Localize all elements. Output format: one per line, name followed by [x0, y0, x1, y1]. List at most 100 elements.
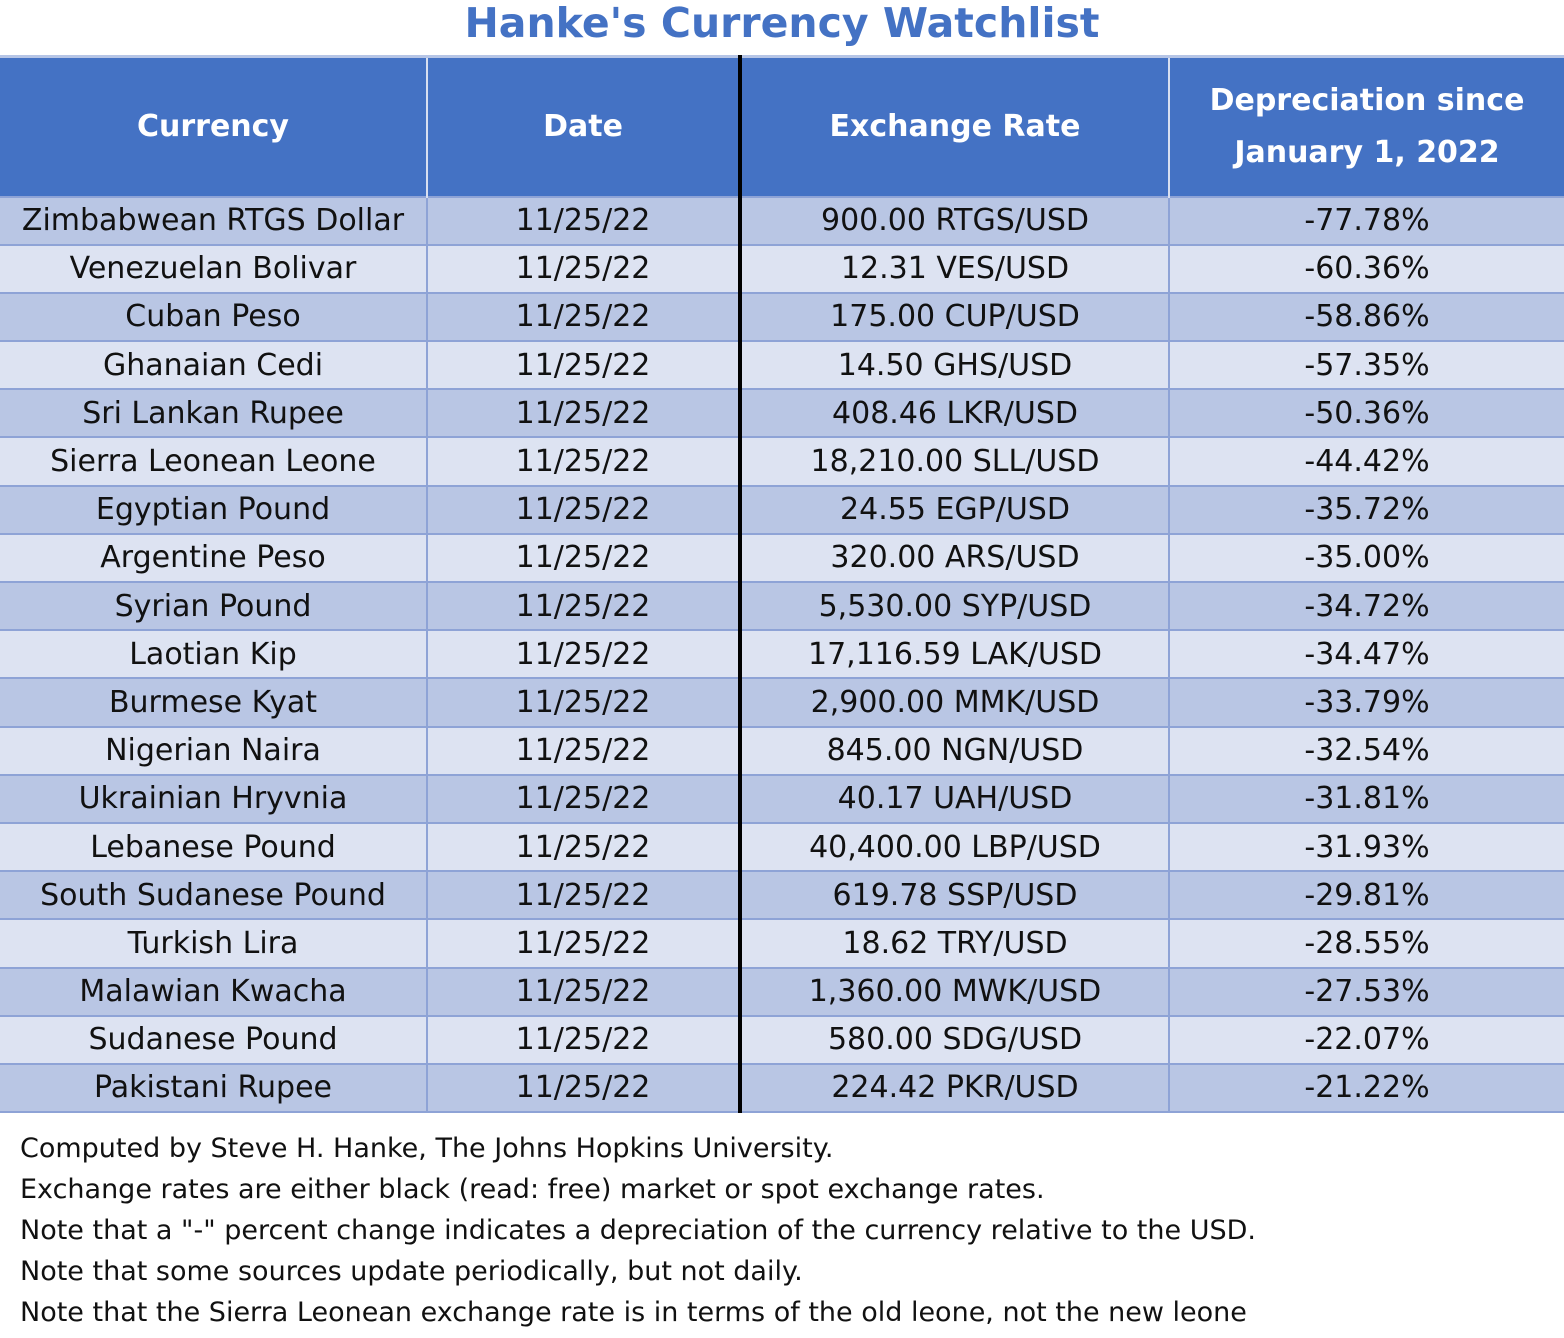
table-row: Pakistani Rupee 11/25/22 224.42 PKR/USD -21…: [0, 1062, 1564, 1114]
cell-exchange-rate: 900.00 RTGS/USD: [738, 195, 1169, 245]
cell-date: 11/25/22: [426, 340, 740, 390]
cell-date: 11/25/22: [426, 725, 740, 775]
cell-exchange-rate: 18.62 TRY/USD: [738, 918, 1169, 968]
cell-exchange-rate: 24.55 EGP/USD: [738, 484, 1169, 534]
table-row: Sudanese Pound 11/25/22 580.00 SDG/USD -22.…: [0, 1014, 1564, 1064]
table-row: Venezuelan Bolivar 11/25/22 12.31 VES/USD -…: [0, 243, 1564, 293]
cell-currency: Pakistani Rupee: [0, 1062, 427, 1114]
cell-depreciation: -32.54%: [1168, 725, 1564, 775]
cell-exchange-rate: 224.42 PKR/USD: [738, 1062, 1169, 1114]
table-row: Argentine Peso 11/25/22 320.00 ARS/USD -35.…: [0, 532, 1564, 582]
cell-exchange-rate: 17,116.59 LAK/USD: [738, 629, 1169, 679]
cell-depreciation: -22.07%: [1168, 1014, 1564, 1064]
column-header-depreciation-line1: Depreciation since: [1209, 82, 1525, 118]
cell-exchange-rate: 1,360.00 MWK/USD: [738, 966, 1169, 1016]
cell-exchange-rate: 18,210.00 SLL/USD: [738, 436, 1169, 486]
cell-depreciation: -57.35%: [1168, 340, 1564, 390]
cell-depreciation: -44.42%: [1168, 436, 1564, 486]
cell-exchange-rate: 580.00 SDG/USD: [738, 1014, 1169, 1064]
cell-exchange-rate: 175.00 CUP/USD: [738, 291, 1169, 342]
footnote-line: Note that a "-" percent change indicates…: [20, 1215, 1256, 1246]
cell-currency: Syrian Pound: [0, 580, 427, 631]
cell-currency: Ukrainian Hryvnia: [0, 773, 427, 823]
cell-depreciation: -35.72%: [1168, 484, 1564, 534]
table-row: Laotian Kip 11/25/22 17,116.59 LAK/USD -34.…: [0, 629, 1564, 679]
cell-depreciation: -50.36%: [1168, 388, 1564, 438]
cell-depreciation: -34.72%: [1168, 580, 1564, 631]
cell-depreciation: -58.86%: [1168, 291, 1564, 342]
cell-exchange-rate: 2,900.00 MMK/USD: [738, 677, 1169, 727]
table-row: Egyptian Pound 11/25/22 24.55 EGP/USD -35.7…: [0, 484, 1564, 534]
table-row: Ghanaian Cedi 11/25/22 14.50 GHS/USD -57.35…: [0, 340, 1564, 390]
cell-date: 11/25/22: [426, 484, 740, 534]
table-row: Turkish Lira 11/25/22 18.62 TRY/USD -28.55%: [0, 918, 1564, 968]
cell-depreciation: -29.81%: [1168, 870, 1564, 920]
column-header-currency: Currency: [0, 55, 427, 197]
footnotes: Computed by Steve H. Hanke, The Johns Ho…: [20, 1128, 1550, 1333]
cell-exchange-rate: 40.17 UAH/USD: [738, 773, 1169, 823]
cell-depreciation: -34.47%: [1168, 629, 1564, 679]
cell-currency: Laotian Kip: [0, 629, 427, 679]
cell-date: 11/25/22: [426, 1062, 740, 1114]
cell-currency: Burmese Kyat: [0, 677, 427, 727]
footnote-line: Computed by Steve H. Hanke, The Johns Ho…: [20, 1133, 834, 1164]
cell-currency: Cuban Peso: [0, 291, 427, 342]
table-body: Zimbabwean RTGS Dollar 11/25/22 900.00 RTG…: [0, 195, 1564, 1114]
cell-currency: Sierra Leonean Leone: [0, 436, 427, 486]
currency-table: Currency Date Exchange Rate Depreciation…: [0, 55, 1564, 1114]
cell-currency: Egyptian Pound: [0, 484, 427, 534]
cell-date: 11/25/22: [426, 918, 740, 968]
table-row: South Sudanese Pound 11/25/22 619.78 SSP/U…: [0, 870, 1564, 920]
footnote-line: Note that the Sierra Leonean exchange ra…: [20, 1297, 1247, 1328]
table-row: Ukrainian Hryvnia 11/25/22 40.17 UAH/USD -3…: [0, 773, 1564, 823]
table-row: Nigerian Naira 11/25/22 845.00 NGN/USD -32.…: [0, 725, 1564, 775]
cell-date: 11/25/22: [426, 580, 740, 631]
cell-date: 11/25/22: [426, 436, 740, 486]
cell-date: 11/25/22: [426, 195, 740, 245]
table-title: Hanke's Currency Watchlist: [464, 0, 1100, 47]
cell-depreciation: -35.00%: [1168, 532, 1564, 582]
cell-depreciation: -28.55%: [1168, 918, 1564, 968]
cell-exchange-rate: 320.00 ARS/USD: [738, 532, 1169, 582]
cell-currency: Ghanaian Cedi: [0, 340, 427, 390]
column-header-depreciation-line2: January 1, 2022: [1234, 134, 1500, 170]
cell-depreciation: -31.81%: [1168, 773, 1564, 823]
cell-currency: Sudanese Pound: [0, 1014, 427, 1064]
header-row: Currency Date Exchange Rate Depreciation…: [0, 55, 1564, 197]
cell-date: 11/25/22: [426, 291, 740, 342]
cell-date: 11/25/22: [426, 773, 740, 823]
cell-currency: Malawian Kwacha: [0, 966, 427, 1016]
cell-depreciation: -77.78%: [1168, 195, 1564, 245]
cell-currency: Nigerian Naira: [0, 725, 427, 775]
cell-exchange-rate: 408.46 LKR/USD: [738, 388, 1169, 438]
column-header-depreciation: Depreciation since January 1, 2022: [1168, 55, 1564, 197]
cell-date: 11/25/22: [426, 870, 740, 920]
cell-date: 11/25/22: [426, 677, 740, 727]
cell-date: 11/25/22: [426, 629, 740, 679]
cell-currency: Turkish Lira: [0, 918, 427, 968]
cell-date: 11/25/22: [426, 388, 740, 438]
footnote-line: Note that some sources update periodical…: [20, 1256, 803, 1287]
cell-currency: Sri Lankan Rupee: [0, 388, 427, 438]
cell-depreciation: -33.79%: [1168, 677, 1564, 727]
cell-depreciation: -21.22%: [1168, 1062, 1564, 1114]
table-row: Cuban Peso 11/25/22 175.00 CUP/USD -58.86%: [0, 291, 1564, 342]
cell-depreciation: -60.36%: [1168, 243, 1564, 293]
table-row: Zimbabwean RTGS Dollar 11/25/22 900.00 RTG…: [0, 195, 1564, 245]
cell-exchange-rate: 14.50 GHS/USD: [738, 340, 1169, 390]
footnote-line: Exchange rates are either black (read: f…: [20, 1174, 1045, 1205]
cell-currency: Venezuelan Bolivar: [0, 243, 427, 293]
cell-currency: Argentine Peso: [0, 532, 427, 582]
cell-exchange-rate: 5,530.00 SYP/USD: [738, 580, 1169, 631]
cell-depreciation: -31.93%: [1168, 821, 1564, 872]
cell-date: 11/25/22: [426, 821, 740, 872]
cell-currency: Lebanese Pound: [0, 821, 427, 872]
table-row: Syrian Pound 11/25/22 5,530.00 SYP/USD -34.…: [0, 580, 1564, 631]
table-row: Lebanese Pound 11/25/22 40,400.00 LBP/USD -…: [0, 821, 1564, 872]
cell-exchange-rate: 12.31 VES/USD: [738, 243, 1169, 293]
column-header-date: Date: [426, 55, 740, 197]
table-row: Sri Lankan Rupee 11/25/22 408.46 LKR/USD -5…: [0, 388, 1564, 438]
table-row: Burmese Kyat 11/25/22 2,900.00 MMK/USD -33.…: [0, 677, 1564, 727]
cell-exchange-rate: 40,400.00 LBP/USD: [738, 821, 1169, 872]
cell-depreciation: -27.53%: [1168, 966, 1564, 1016]
